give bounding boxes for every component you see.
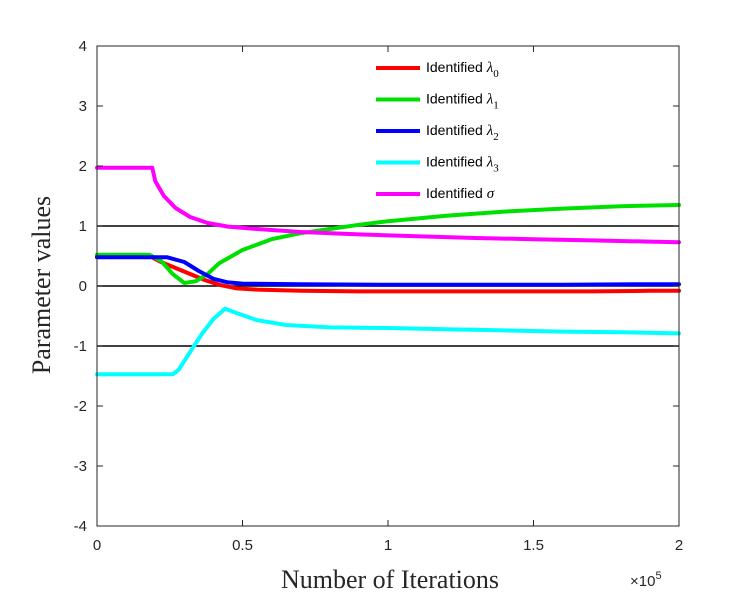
legend-label-lambda-3: Identified λ3 (426, 154, 499, 175)
legend-symbol: σ (487, 186, 495, 202)
legend-symbol: λ (486, 155, 494, 171)
x-tick-label: 0.5 (232, 537, 253, 554)
x-tick-label: 1 (384, 537, 392, 554)
y-tick-label: 2 (79, 158, 87, 175)
series-line-lambda-2 (95, 255, 681, 287)
legend-subscript: 3 (493, 163, 499, 175)
plot-area (95, 45, 681, 527)
legend-subscript: 2 (493, 131, 499, 143)
series-line-sigma (95, 165, 681, 245)
x-axis-label: Number of Iterations (281, 565, 499, 594)
y-tick-label: 4 (79, 38, 87, 55)
legend-symbol: λ (486, 92, 494, 108)
y-axis-label: Parameter values (27, 196, 56, 374)
x-multiplier-exponent: 5 (655, 570, 661, 582)
y-tick-label: -2 (74, 398, 87, 415)
x-tick-label: 2 (675, 537, 683, 554)
x-multiplier-base: ×10 (630, 573, 655, 590)
x-axis-multiplier: ×105 (630, 570, 662, 590)
y-tick-label: -4 (74, 518, 87, 535)
legend-symbol: λ (486, 60, 494, 76)
y-axis: -4 -3 -2 -1 0 1 2 3 4 (74, 38, 679, 535)
legend-subscript: 1 (493, 100, 499, 112)
series-line-lambda-1 (95, 203, 681, 285)
x-tick-label: 1.5 (523, 537, 544, 554)
legend-label-lambda-1: Identified λ1 (426, 91, 499, 112)
x-axis: 0 0.5 1 1.5 2 (93, 46, 683, 554)
legend-label-lambda-2: Identified λ2 (426, 122, 499, 143)
series-line-lambda-3 (95, 306, 681, 377)
legend-subscript: 0 (493, 68, 499, 80)
legend-label-sigma: Identified σ (426, 185, 495, 202)
series-lines (95, 165, 681, 377)
series-line-lambda-0 (95, 254, 681, 294)
y-tick-label: -1 (74, 338, 87, 355)
y-tick-label: 0 (79, 278, 87, 295)
y-tick-label: -3 (74, 458, 87, 475)
x-tick-label: 0 (93, 537, 101, 554)
legend: Identified λ0 Identified λ1 Identified λ2 I… (376, 59, 499, 202)
legend-symbol: λ (486, 123, 494, 139)
legend-label-lambda-0: Identified λ0 (426, 59, 499, 80)
y-tick-label: 1 (79, 218, 87, 235)
y-tick-label: 3 (79, 98, 87, 115)
